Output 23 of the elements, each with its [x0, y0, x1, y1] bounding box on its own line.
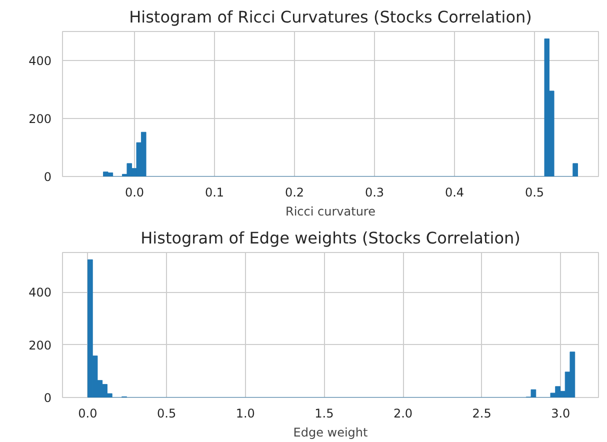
y-tick-label: 0	[44, 170, 52, 184]
x-tick-label: 2.0	[393, 406, 413, 420]
chart-title: Histogram of Ricci Curvatures (Stocks Correlation)	[129, 8, 532, 26]
y-tick-label: 400	[28, 286, 52, 300]
y-tick-label: 0	[44, 391, 52, 405]
x-tick-label: 1.0	[236, 406, 255, 420]
x-tick-label: 0.5	[524, 186, 544, 200]
x-tick-label: 0.3	[364, 186, 384, 200]
x-tick-label: 3.0	[551, 406, 570, 420]
y-tick-label: 200	[28, 338, 52, 352]
x-tick-label: 2.5	[472, 406, 492, 420]
x-tick-label: 0.2	[284, 186, 304, 200]
x-tick-label: 1.5	[314, 406, 334, 420]
x-axis-title: Ricci curvature	[286, 204, 376, 218]
x-axis-title: Edge weight	[293, 426, 368, 440]
y-tick-label: 400	[28, 54, 52, 68]
x-tick-label: 0.5	[157, 406, 176, 420]
x-tick-label: 0.0	[78, 406, 98, 420]
x-tick-label: 0.4	[444, 186, 464, 200]
chart-title: Histogram of Edge weights (Stocks Correlation)	[140, 228, 520, 248]
x-tick-label: 0.1	[204, 186, 224, 200]
y-tick-label: 200	[28, 112, 52, 126]
x-tick-label: 0.0	[124, 186, 144, 200]
